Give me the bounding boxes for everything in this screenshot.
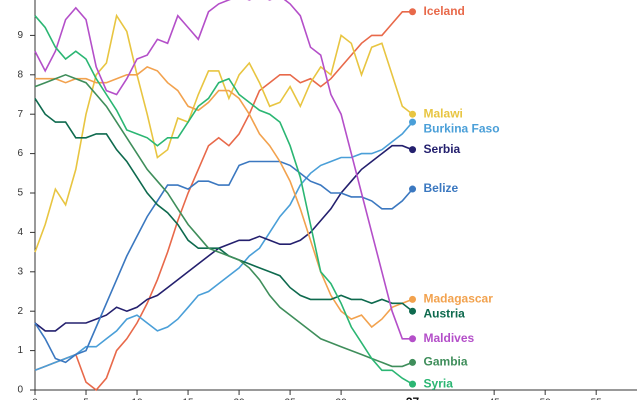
series-label: Maldives xyxy=(424,331,475,345)
y-tick-label: 1 xyxy=(17,345,23,356)
y-tick-label: 8 xyxy=(17,69,23,80)
cursor-label: 37 xyxy=(406,395,420,400)
y-tick-label: 9 xyxy=(17,30,23,41)
series-line xyxy=(34,160,414,364)
end-point xyxy=(409,358,417,366)
series-label: Belize xyxy=(424,181,459,195)
series-line xyxy=(34,121,414,372)
series-label: Serbia xyxy=(424,142,461,156)
y-tick-label: 6 xyxy=(17,148,23,159)
end-point xyxy=(409,118,417,126)
x-tick-label: 55 xyxy=(591,398,603,400)
series-label: Austria xyxy=(424,307,466,321)
series-line xyxy=(34,97,413,312)
x-tick-label: 15 xyxy=(182,398,194,400)
series-label: Malawi xyxy=(424,106,463,120)
x-tick-label: 0 xyxy=(32,398,38,400)
end-point xyxy=(409,185,417,193)
series-line xyxy=(34,11,413,392)
end-point xyxy=(409,380,417,388)
end-point xyxy=(409,146,417,154)
y-tick-label: 4 xyxy=(17,227,23,238)
series-label: Gambia xyxy=(424,355,468,369)
series-line xyxy=(34,0,413,340)
end-point xyxy=(409,8,417,16)
series-label: Iceland xyxy=(424,4,465,18)
x-tick-label: 25 xyxy=(285,398,297,400)
end-point xyxy=(409,307,417,315)
series-label: Syria xyxy=(424,376,454,390)
series-label: Madagascar xyxy=(424,292,494,306)
y-tick-label: 0 xyxy=(17,385,23,396)
y-tick-label: 3 xyxy=(17,266,23,277)
x-tick-label: 10 xyxy=(131,398,143,400)
series-line xyxy=(34,144,413,332)
x-tick-label: 45 xyxy=(489,398,501,400)
end-point xyxy=(409,335,417,343)
x-tick-label: 50 xyxy=(540,398,552,400)
y-tick-label: 2 xyxy=(17,306,23,317)
end-point xyxy=(409,295,417,303)
series-line xyxy=(34,15,413,385)
y-tick-label: 5 xyxy=(17,188,23,199)
x-tick-label: 5 xyxy=(83,398,89,400)
series-line xyxy=(34,73,413,368)
x-tick-label: 30 xyxy=(336,398,348,400)
x-tick-label: 20 xyxy=(234,398,246,400)
end-point xyxy=(409,110,417,118)
series-label: Burkina Faso xyxy=(424,121,500,135)
series-line xyxy=(34,13,413,253)
y-tick-label: 7 xyxy=(17,109,23,120)
